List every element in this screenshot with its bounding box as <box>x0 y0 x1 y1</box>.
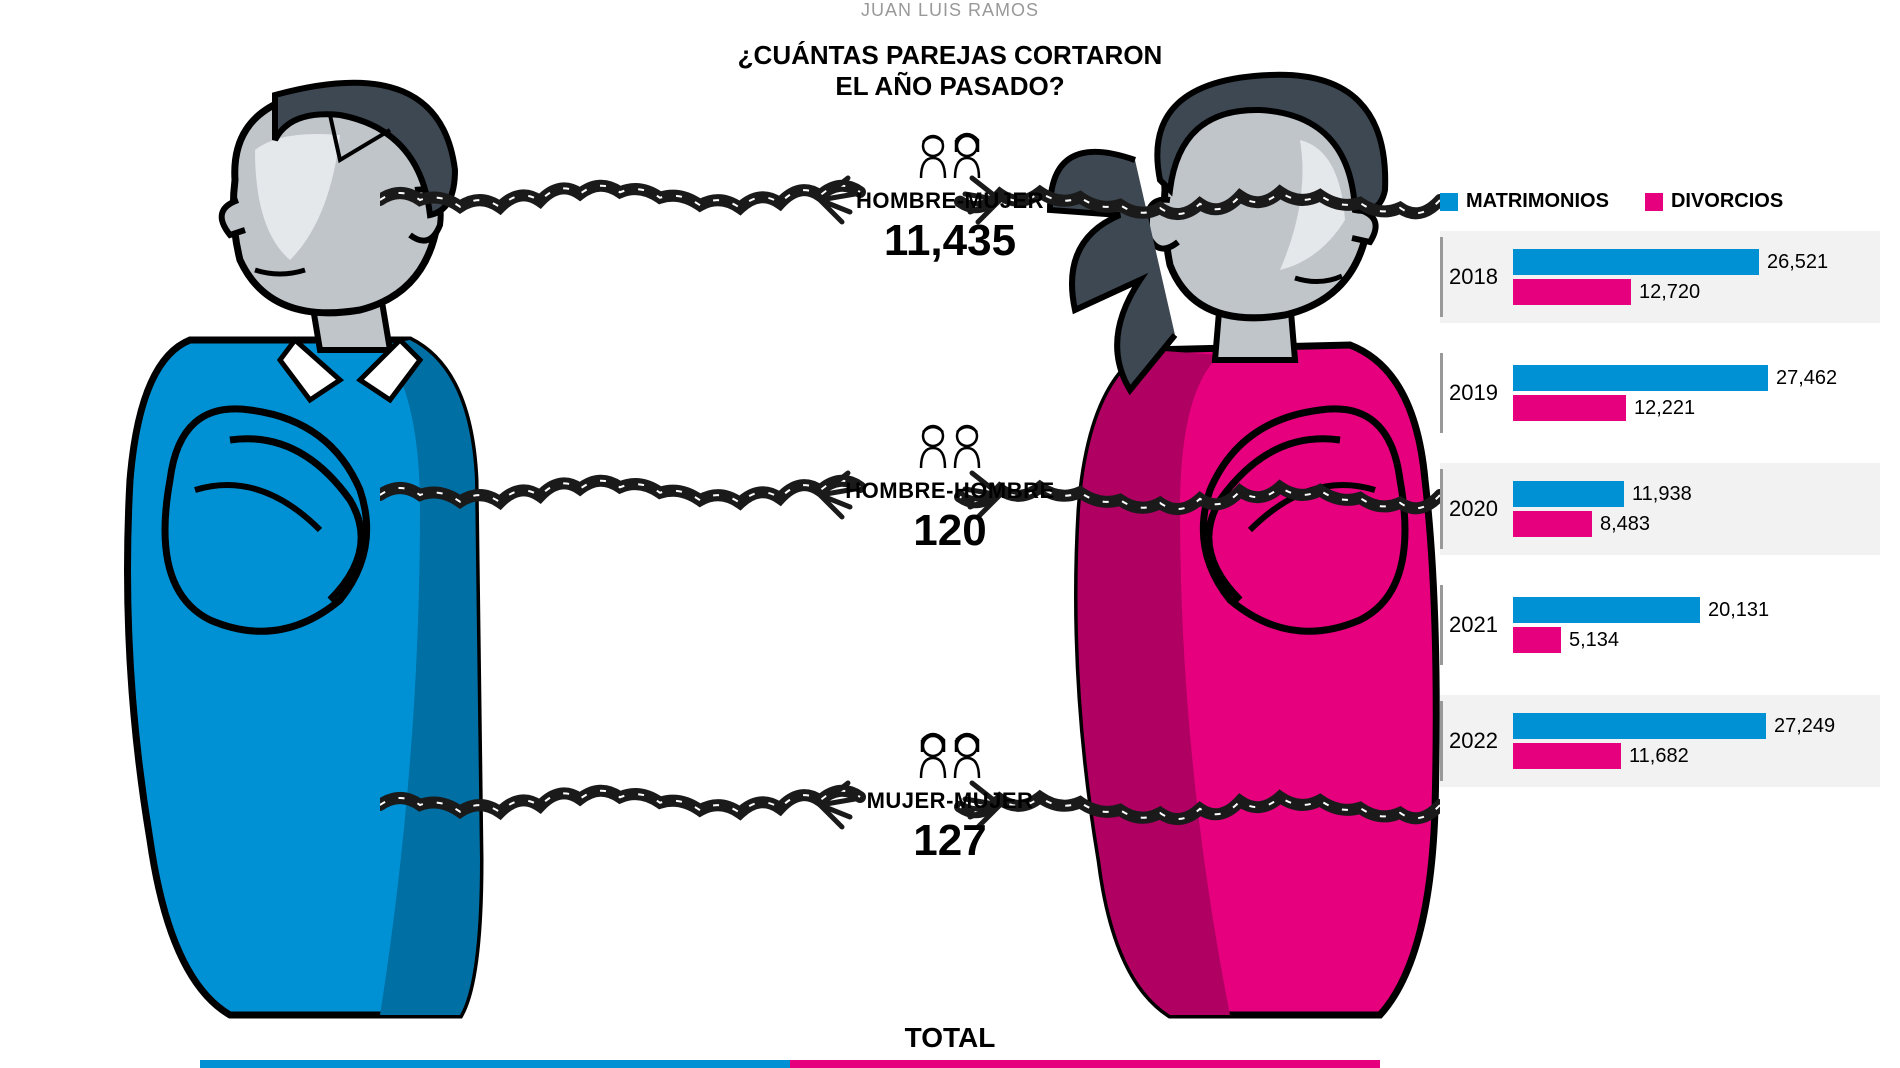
year-bars: 20,131 5,134 <box>1513 593 1860 657</box>
bar-row-matrimonios: 26,521 <box>1513 249 1860 275</box>
man-figure <box>80 60 500 1020</box>
year-label: 2022 <box>1443 728 1513 754</box>
category-block: HOMBRE-HOMBRE 120 <box>800 420 1100 556</box>
category-block: MUJER-MUJER 127 <box>800 730 1100 866</box>
year-bars: 11,938 8,483 <box>1513 477 1860 541</box>
bar-divorcios <box>1513 627 1561 653</box>
bar-divorcios <box>1513 743 1621 769</box>
bar-row-matrimonios: 11,938 <box>1513 481 1860 507</box>
year-bars: 26,521 12,720 <box>1513 245 1860 309</box>
year-group: 2021 20,131 5,134 <box>1440 585 1860 665</box>
bar-value: 20,131 <box>1708 599 1769 622</box>
legend-swatch <box>1440 193 1458 211</box>
bar-row-matrimonios: 27,249 <box>1513 713 1860 739</box>
legend-label: DIVORCIOS <box>1671 190 1783 213</box>
total-bar-male <box>200 1060 790 1068</box>
bar-matrimonios <box>1513 481 1624 507</box>
bar-matrimonios <box>1513 249 1759 275</box>
bar-value: 12,221 <box>1634 397 1695 420</box>
bar-value: 26,521 <box>1767 251 1828 274</box>
total-bar <box>200 1060 1380 1068</box>
bar-row-divorcios: 12,720 <box>1513 279 1860 305</box>
year-bars: 27,249 11,682 <box>1513 709 1860 773</box>
legend-swatch <box>1645 193 1663 211</box>
bar-divorcios <box>1513 511 1592 537</box>
category-value: 127 <box>800 816 1100 866</box>
bar-value: 12,720 <box>1639 281 1700 304</box>
legend-item: MATRIMONIOS <box>1440 190 1609 213</box>
bar-matrimonios <box>1513 597 1700 623</box>
category-label: HOMBRE-HOMBRE <box>800 478 1100 504</box>
bar-value: 11,682 <box>1629 745 1689 768</box>
total-label: TOTAL <box>905 1022 996 1054</box>
year-group: 2018 26,521 12,720 <box>1440 237 1860 317</box>
bar-row-divorcios: 5,134 <box>1513 627 1860 653</box>
bar-divorcios <box>1513 395 1626 421</box>
bar-row-matrimonios: 20,131 <box>1513 597 1860 623</box>
couple-icon <box>905 130 995 182</box>
bar-value: 5,134 <box>1569 629 1619 652</box>
category-block: HOMBRE-MUJER 11,435 <box>800 130 1100 266</box>
bar-divorcios <box>1513 279 1631 305</box>
bar-row-matrimonios: 27,462 <box>1513 365 1860 391</box>
chart-legend: MATRIMONIOS DIVORCIOS <box>1440 190 1860 213</box>
couple-icon <box>905 730 995 782</box>
year-group: 2020 11,938 8,483 <box>1440 469 1860 549</box>
year-group: 2019 27,462 12,221 <box>1440 353 1860 433</box>
year-label: 2019 <box>1443 380 1513 406</box>
year-label: 2020 <box>1443 496 1513 522</box>
category-label: MUJER-MUJER <box>800 788 1100 814</box>
infographic-root: JUAN LUIS RAMOS ¿CUÁNTAS PAREJAS CORTARO… <box>0 0 1900 1068</box>
legend-label: MATRIMONIOS <box>1466 190 1609 213</box>
bar-matrimonios <box>1513 713 1766 739</box>
chart-body: 2018 26,521 12,720 2019 27,462 12,221 20… <box>1440 237 1860 781</box>
bar-value: 27,462 <box>1776 367 1837 390</box>
year-label: 2021 <box>1443 612 1513 638</box>
bar-value: 11,938 <box>1632 483 1692 506</box>
legend-item: DIVORCIOS <box>1645 190 1783 213</box>
couple-icon <box>905 420 995 472</box>
bar-value: 27,249 <box>1774 715 1835 738</box>
year-bars: 27,462 12,221 <box>1513 361 1860 425</box>
category-label: HOMBRE-MUJER <box>800 188 1100 214</box>
year-label: 2018 <box>1443 264 1513 290</box>
bar-matrimonios <box>1513 365 1768 391</box>
year-bar-chart: MATRIMONIOS DIVORCIOS 2018 26,521 12,720… <box>1440 190 1860 817</box>
bar-row-divorcios: 11,682 <box>1513 743 1860 769</box>
total-bar-female <box>790 1060 1380 1068</box>
bar-value: 8,483 <box>1600 513 1650 536</box>
year-group: 2022 27,249 11,682 <box>1440 701 1860 781</box>
bar-row-divorcios: 8,483 <box>1513 511 1860 537</box>
category-value: 120 <box>800 506 1100 556</box>
category-value: 11,435 <box>800 216 1100 266</box>
author-credit: JUAN LUIS RAMOS <box>861 0 1039 21</box>
bar-row-divorcios: 12,221 <box>1513 395 1860 421</box>
